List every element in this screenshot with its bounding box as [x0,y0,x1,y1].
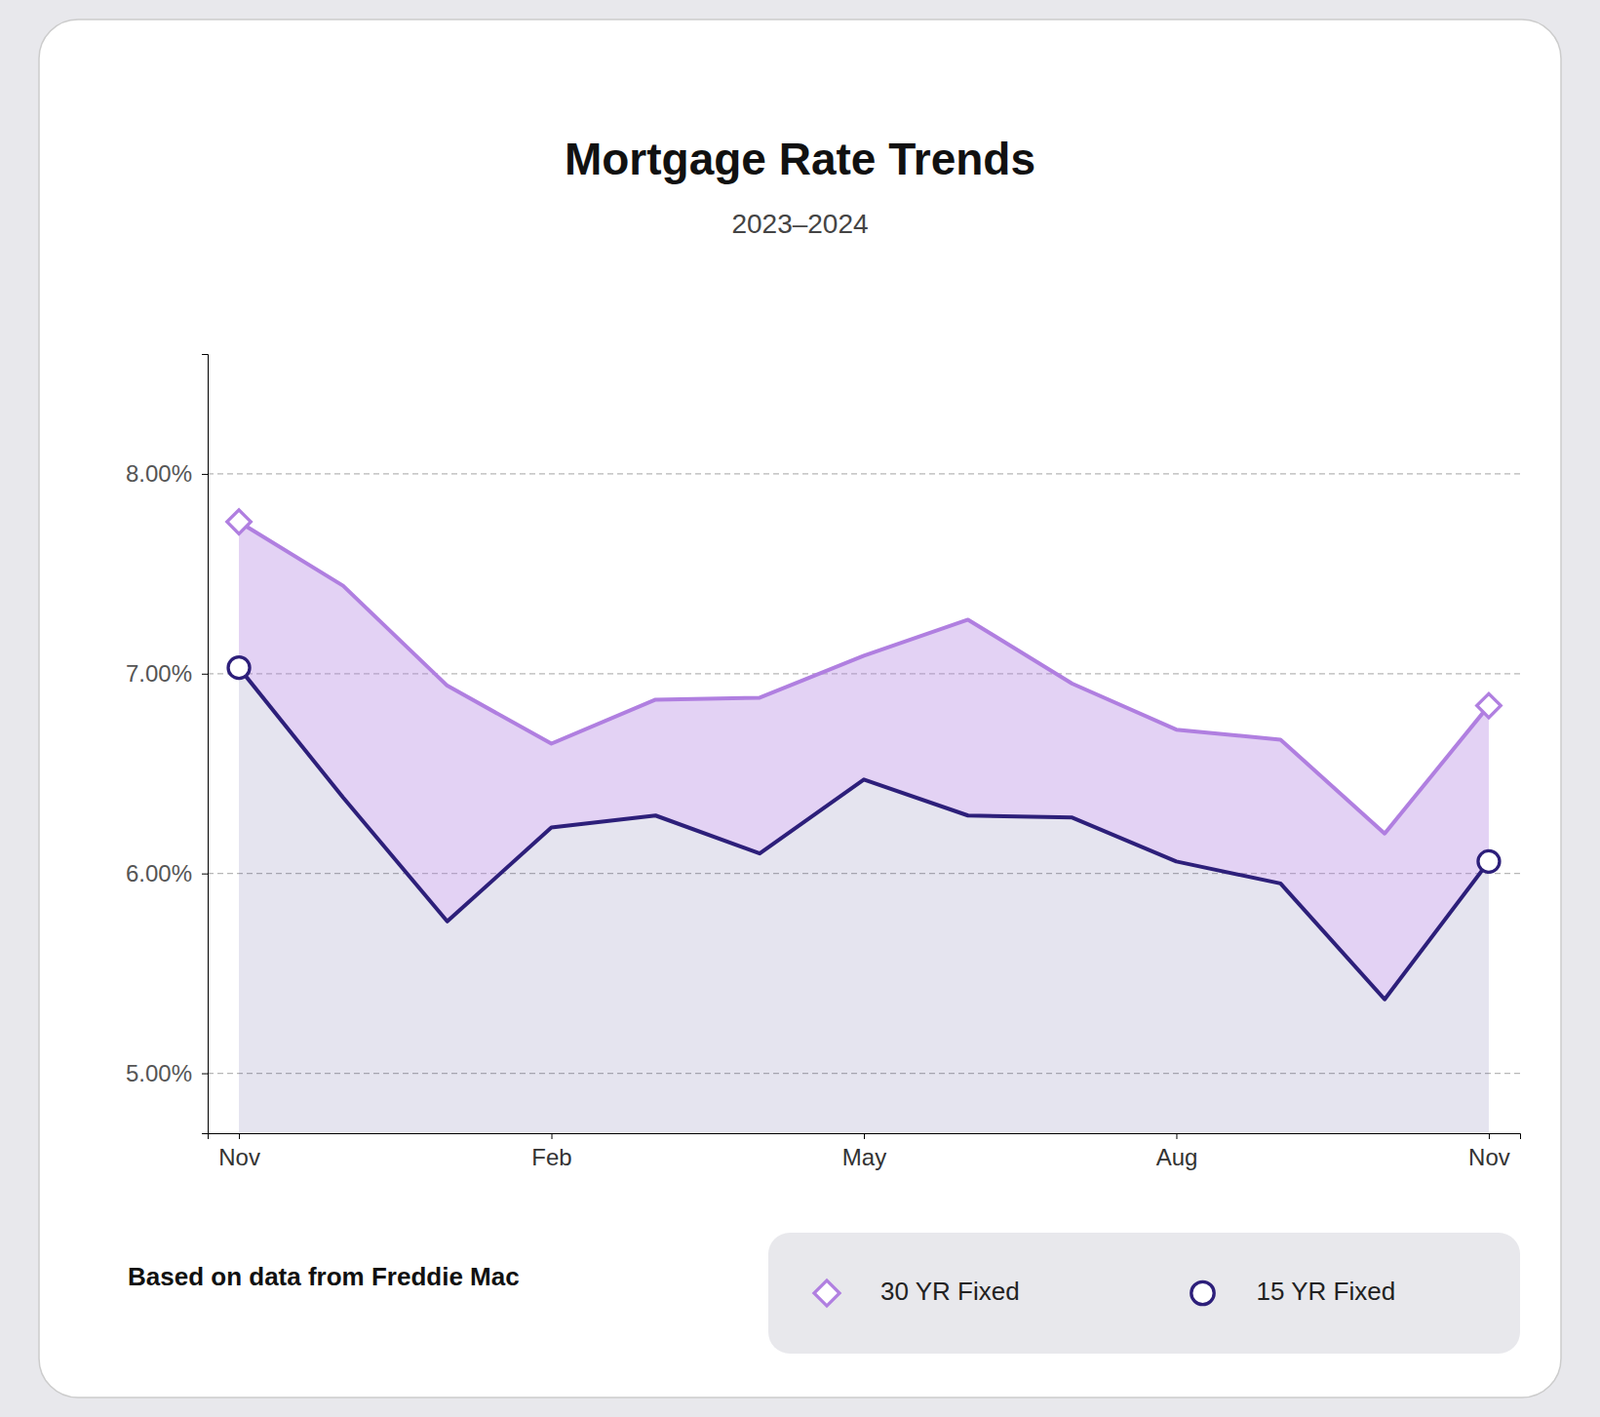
tick-line [863,1132,865,1139]
tick-line [238,1132,240,1139]
x-tick: Aug [1156,1132,1199,1171]
tick-line [201,473,208,475]
tick-label: Nov [218,1143,261,1171]
tick-label: Nov [1468,1143,1511,1171]
x-axis: Nov Feb May Aug Nov [208,1132,1522,1171]
tick-label: 6.00% [125,859,193,887]
marker [1477,693,1501,717]
marker [228,657,250,679]
x-tick: Feb [531,1132,572,1171]
y-tick: 6.00% [125,859,208,887]
tick-label: 7.00% [125,660,193,687]
tick-line [201,1073,208,1075]
plot-marks [227,509,1501,1133]
card [39,19,1561,1398]
grid-line [207,472,1521,474]
line [238,667,1489,1000]
line [238,521,1489,834]
marker [1478,850,1500,872]
y-tick: 5.00% [125,1059,208,1087]
legend: 30 YR Fixed 15 YR Fixed [768,1232,1521,1354]
footnote: Based on data from Freddie Mac [127,1261,520,1291]
x-tick: Nov [1468,1132,1511,1171]
y-axis: 5.00% 6.00% 7.00% 8.00% [125,354,209,1134]
tick-label: Feb [531,1143,572,1171]
tick-label: 8.00% [125,460,193,487]
x-tick: May [842,1132,887,1171]
tick-line [1488,1132,1490,1139]
subtitle: 2023–2024 [731,208,868,239]
tick-line [201,873,208,875]
legend-marker [814,1280,840,1306]
tick-line [201,673,208,675]
area-between [238,521,1489,1000]
tick-line [1175,1132,1177,1139]
marker [227,509,251,534]
tick-line [551,1132,553,1139]
tick-label: May [842,1143,887,1171]
x-tick: Nov [218,1132,261,1171]
axis-domain [208,1133,1522,1140]
legend-box [768,1232,1521,1354]
y-tick: 7.00% [125,660,208,687]
legend-label: 30 YR Fixed [880,1276,1020,1306]
y-tick: 8.00% [125,460,208,487]
axis-domain [201,354,209,1134]
tick-label: 5.00% [125,1059,193,1087]
chart: Mortgage Rate Trends 2023–2024 5.00% 6.00% 7… [0,0,1600,1417]
legend-label: 15 YR Fixed [1256,1276,1397,1306]
tick-label: Aug [1156,1143,1199,1171]
title: Mortgage Rate Trends [564,133,1036,185]
legend-marker [1191,1281,1214,1304]
